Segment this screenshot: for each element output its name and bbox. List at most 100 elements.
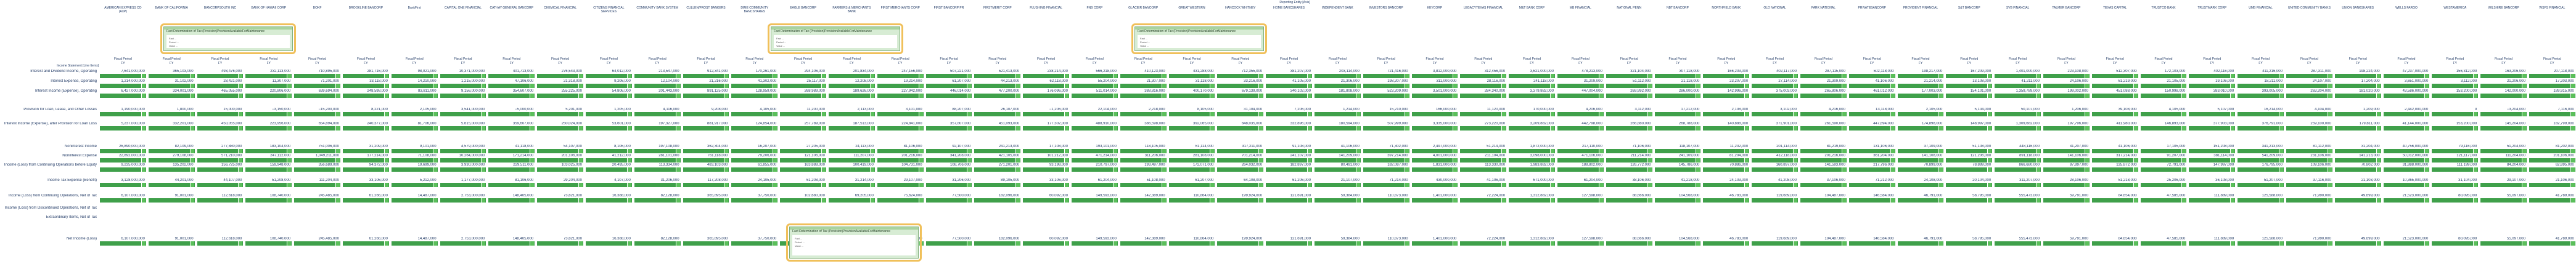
table-cell[interactable]: 277,880,000: [221, 145, 242, 148]
table-cell[interactable]: 377,903,000: [2213, 122, 2234, 126]
table-cell[interactable]: 41,208,000: [1778, 179, 1797, 182]
table-cell[interactable]: 156,725,000: [221, 163, 242, 167]
table-cell[interactable]: 148,997,000: [1970, 122, 1991, 126]
table-cell[interactable]: 311,206,000: [1144, 154, 1165, 158]
table-cell[interactable]: 126,772,000: [1630, 163, 1651, 167]
table-cell[interactable]: 31,206,000: [660, 179, 679, 182]
table-cell[interactable]: 211,214,000: [1630, 154, 1651, 158]
table-cell[interactable]: 294,106,000: [804, 70, 825, 73]
table-cell[interactable]: 16,207,000: [758, 145, 777, 148]
table-cell[interactable]: 223,956,000: [269, 122, 291, 126]
table-cell[interactable]: 4,105,000: [760, 108, 777, 111]
table-cell[interactable]: 386,598,000: [1144, 122, 1165, 126]
table-cell[interactable]: 151,208,000: [2213, 145, 2234, 148]
table-cell[interactable]: 20,495,000: [612, 163, 631, 167]
table-cell[interactable]: 55,097,000: [2506, 194, 2525, 198]
table-cell[interactable]: 217,110,000: [1581, 145, 1602, 148]
table-cell[interactable]: 61,207,000: [1195, 179, 1214, 182]
table-cell[interactable]: 751,006,000: [318, 145, 339, 148]
table-cell[interactable]: 119,689,000: [1776, 237, 1797, 241]
table-cell[interactable]: 269,992,000: [1630, 89, 1651, 93]
table-cell[interactable]: 229,511,000: [513, 163, 534, 167]
table-cell[interactable]: 82,128,000: [660, 237, 679, 241]
table-cell[interactable]: 51,112,000: [1633, 79, 1651, 83]
table-cell[interactable]: 412,118,000: [1776, 154, 1797, 158]
table-cell[interactable]: 1,215,000,000: [461, 79, 485, 83]
table-cell[interactable]: 241,107,000: [1290, 154, 1311, 158]
table-cell[interactable]: 46,791,000: [1924, 237, 1943, 241]
table-cell[interactable]: 37,116,000: [2313, 179, 2331, 182]
table-cell[interactable]: 81,202,000: [2555, 145, 2574, 148]
table-cell[interactable]: 111,889,000: [2213, 194, 2234, 198]
table-cell[interactable]: 19,214,000: [903, 79, 922, 83]
table-cell[interactable]: 142,389,000: [1144, 194, 1165, 198]
table-cell[interactable]: 502,118,000: [1873, 70, 1894, 73]
table-cell[interactable]: 141,209,000: [1339, 154, 1360, 158]
table-cell[interactable]: 166,203,000: [1727, 70, 1749, 73]
table-cell[interactable]: 281,101,000: [658, 154, 679, 158]
table-cell[interactable]: 72,791,000: [2167, 163, 2186, 167]
table-cell[interactable]: 461,012,000: [1873, 89, 1894, 93]
table-cell[interactable]: 109,106,000: [2310, 163, 2331, 167]
table-cell[interactable]: 61,204,000: [1097, 179, 1117, 182]
table-cell[interactable]: 24,113,000: [855, 145, 874, 148]
table-cell[interactable]: 104,731,000: [901, 163, 922, 167]
table-cell[interactable]: 4,206,000: [1586, 108, 1602, 111]
table-cell[interactable]: 198,207,000: [1387, 79, 1408, 83]
table-cell[interactable]: 2,105,000: [419, 108, 437, 111]
table-cell[interactable]: 224,841,000: [901, 122, 922, 126]
table-cell[interactable]: 141,213,000: [2359, 154, 2380, 158]
table-cell[interactable]: 187,513,000: [853, 122, 874, 126]
table-cell[interactable]: 410,123,000: [1144, 70, 1165, 73]
table-cell[interactable]: 3,812,000,000: [1433, 70, 1457, 73]
table-cell[interactable]: 287,115,000: [1824, 70, 1845, 73]
fact-callout[interactable]: Fact Determination of Tax (Provision)Pro…: [163, 26, 293, 51]
table-cell[interactable]: 43,586,000,000: [2402, 89, 2429, 93]
table-cell[interactable]: 12,208,000: [855, 79, 874, 83]
table-cell[interactable]: 59,384,000: [1340, 194, 1360, 198]
table-cell[interactable]: 21,523,000,000: [2402, 194, 2429, 198]
table-cell[interactable]: 3,335,000,000: [1433, 122, 1457, 126]
table-cell[interactable]: 1,205,000: [614, 108, 631, 111]
table-cell[interactable]: 100,419,000: [853, 163, 874, 167]
table-cell[interactable]: 25,206,000: [2167, 179, 2186, 182]
table-cell[interactable]: 176,795,000: [2262, 163, 2283, 167]
table-cell[interactable]: 245,485,000: [318, 194, 339, 198]
table-cell[interactable]: 55,204,000: [1097, 79, 1117, 83]
table-cell[interactable]: 31,206,000: [952, 179, 971, 182]
table-cell[interactable]: 46,783,000: [1729, 194, 1749, 198]
table-cell[interactable]: 401,713,000: [512, 70, 534, 73]
table-cell[interactable]: 61,219,000: [2118, 79, 2137, 83]
table-cell[interactable]: 1,312,882,000: [1530, 237, 1554, 241]
table-cell[interactable]: 149,593,000: [1096, 237, 1117, 241]
table-cell[interactable]: 555,473,000: [2019, 237, 2040, 241]
table-cell[interactable]: 1,209,000: [2363, 108, 2380, 111]
table-cell[interactable]: 210,797,000: [1096, 163, 1117, 167]
table-cell[interactable]: 24,105,000: [758, 179, 777, 182]
table-cell[interactable]: 80,095,000: [2458, 237, 2477, 241]
table-cell[interactable]: 9,101,000: [419, 145, 437, 148]
table-cell[interactable]: 3,128,000,000: [121, 179, 145, 182]
table-cell[interactable]: 70,886,000: [1729, 163, 1749, 167]
table-cell[interactable]: 3,541,000,000: [461, 108, 485, 111]
table-cell[interactable]: 25,117,000: [806, 79, 825, 83]
table-cell[interactable]: 311,000,000: [1436, 79, 1457, 83]
table-cell[interactable]: 17,105,000: [2167, 145, 2186, 148]
table-cell[interactable]: 182,087,000: [1387, 163, 1408, 167]
table-cell[interactable]: 566,218,000: [1096, 70, 1117, 73]
table-cell[interactable]: 2,218,000: [1148, 108, 1165, 111]
table-cell[interactable]: 220,806,000: [269, 89, 291, 93]
table-cell[interactable]: 31,209,000: [369, 145, 388, 148]
table-cell[interactable]: 71,201,000: [320, 79, 339, 83]
table-cell[interactable]: 84,204,000: [2506, 163, 2525, 167]
table-cell[interactable]: 172,071,000: [1193, 163, 1214, 167]
table-cell[interactable]: 442,798,000: [1581, 122, 1602, 126]
table-cell[interactable]: 28,116,000: [1487, 79, 1506, 83]
table-cell[interactable]: 124,854,000: [755, 122, 777, 126]
table-cell[interactable]: 19,106,000: [2215, 79, 2234, 83]
table-cell[interactable]: 47,106,000: [515, 79, 534, 83]
table-cell[interactable]: 451,088,000: [2116, 89, 2137, 93]
table-cell[interactable]: 512,307,000: [2116, 70, 2137, 73]
table-cell[interactable]: 478,213,000: [1581, 70, 1602, 73]
table-cell[interactable]: 397,214,000: [1387, 154, 1408, 158]
